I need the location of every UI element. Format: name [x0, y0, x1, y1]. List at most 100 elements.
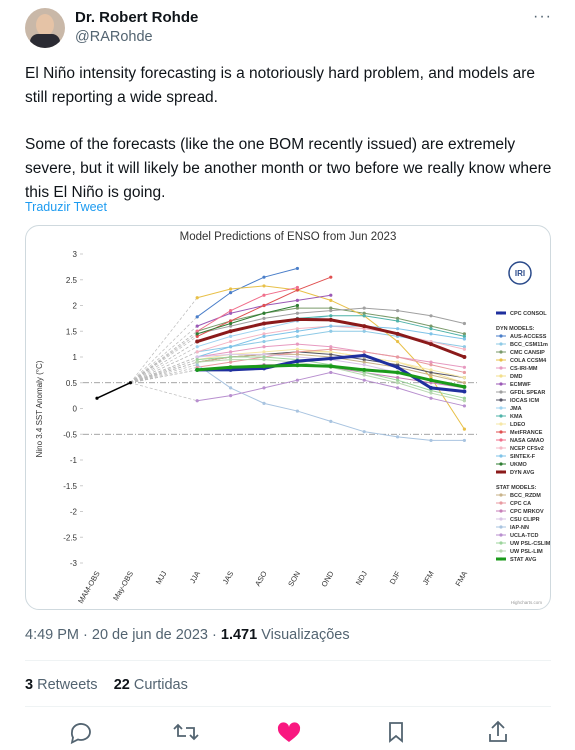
point [462, 337, 466, 341]
point [396, 360, 400, 364]
point [362, 367, 367, 372]
point [429, 396, 433, 400]
point [462, 355, 467, 359]
point [195, 350, 199, 354]
point [229, 319, 233, 323]
like-button[interactable] [277, 722, 301, 742]
point [328, 364, 333, 369]
y-tick-label: -2.5 [63, 533, 77, 542]
legend-heading: STAT MODELS: [496, 485, 537, 491]
point [295, 350, 299, 354]
chart-title: Model Predictions of ENSO from Jun 2023 [180, 231, 397, 243]
point [262, 332, 266, 336]
point [295, 334, 299, 338]
point [229, 350, 233, 354]
translate-link[interactable]: Traduzir Tweet [25, 200, 107, 214]
avatar[interactable] [25, 8, 65, 48]
x-tick-label: MJJ [154, 569, 169, 586]
point [229, 324, 233, 328]
y-tick-label: -3 [70, 559, 78, 568]
share-button[interactable] [489, 720, 507, 742]
legend-label: BCC_RZDM [510, 493, 541, 499]
retweet-button[interactable] [173, 723, 199, 741]
y-tick-label: 2.5 [66, 276, 78, 285]
point [396, 381, 400, 385]
paragraph: El Niño intensity forecasting is a notor… [25, 65, 536, 106]
point [229, 357, 233, 362]
legend-heading: DYN MODELS: [496, 326, 535, 332]
point [262, 284, 266, 288]
legend-marker [499, 398, 503, 402]
point [295, 378, 299, 382]
retweets[interactable]: 3 Retweets [25, 677, 98, 693]
point [229, 321, 233, 326]
point [362, 378, 366, 382]
legend-label: BCC_CSM11m [510, 342, 548, 348]
point [462, 389, 467, 394]
point [262, 401, 266, 405]
point [395, 331, 400, 336]
legend-label: UKMO [510, 462, 528, 468]
legend-marker [499, 350, 503, 354]
point [396, 309, 400, 313]
point [262, 339, 266, 344]
legend-label: CPC CA [510, 501, 531, 507]
point [195, 296, 199, 300]
point [462, 427, 466, 431]
legend-marker [499, 462, 503, 466]
point [429, 385, 433, 390]
point [362, 324, 367, 329]
connector [130, 369, 198, 384]
point [262, 355, 266, 359]
connector [130, 356, 198, 384]
y-tick-label: 3 [73, 250, 78, 259]
point [429, 370, 433, 375]
time[interactable]: 4:49 PM · 20 de jun de 2023 · [25, 627, 221, 643]
point [195, 367, 200, 372]
legend-marker [499, 342, 503, 346]
point [429, 360, 433, 364]
point [396, 386, 400, 390]
point [429, 363, 433, 367]
x-tick-label: NDJ [354, 569, 369, 586]
point [229, 311, 233, 315]
author-name[interactable]: Dr. Robert Rohde [75, 9, 199, 26]
point [295, 303, 299, 308]
connector [130, 325, 198, 384]
legend-label: GFDL SPEAR [510, 390, 545, 396]
reply-button[interactable] [70, 723, 91, 745]
point [329, 275, 333, 279]
point [362, 350, 366, 354]
timestamp: 4:49 PM · 20 de jun de 2023 · 1.471 Visu… [25, 627, 350, 643]
point [295, 285, 299, 290]
point [195, 360, 199, 364]
point [462, 381, 466, 385]
point [295, 298, 299, 302]
point [462, 365, 466, 369]
author-handle[interactable]: @RARohde [75, 29, 153, 45]
legend-label: CS-IRI-MM [510, 366, 538, 372]
point [362, 360, 366, 364]
point [362, 314, 366, 318]
views: 1.471 [220, 627, 258, 643]
point [229, 339, 233, 344]
media[interactable]: Model Predictions of ENSO from Jun 2023 … [25, 225, 551, 610]
point [429, 342, 433, 347]
y-tick-label: -1 [70, 456, 78, 465]
point [228, 329, 233, 334]
point [229, 355, 233, 359]
y-tick-label: 2 [73, 302, 78, 311]
point [462, 384, 467, 389]
point [462, 376, 466, 380]
legend-marker [499, 557, 503, 561]
bookmark-button[interactable] [389, 722, 403, 743]
more-menu[interactable]: ··· [533, 8, 552, 25]
point [396, 319, 400, 323]
point [362, 363, 366, 367]
point [195, 357, 199, 362]
observed-line [96, 382, 131, 399]
x-tick-label: FMA [453, 570, 469, 588]
likes[interactable]: 22 Curtidas [114, 677, 188, 693]
point [195, 332, 199, 336]
